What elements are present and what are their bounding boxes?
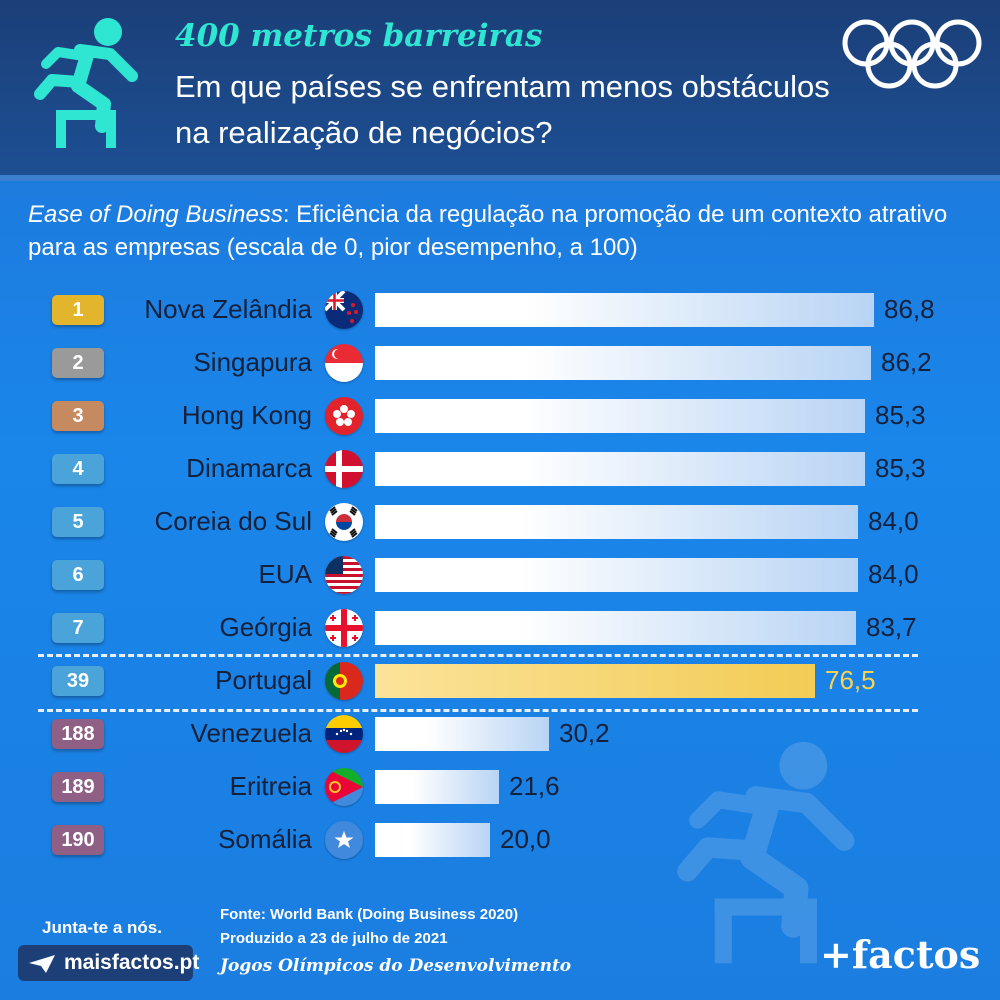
bar bbox=[375, 293, 874, 327]
value-label: 83,7 bbox=[866, 612, 917, 642]
rank-badge: 188 bbox=[52, 719, 104, 749]
value-label: 84,0 bbox=[868, 559, 919, 589]
bar bbox=[375, 558, 858, 592]
dashed-separator bbox=[38, 709, 918, 712]
value-label: 86,2 bbox=[881, 347, 932, 377]
bar-chart: 1 Nova Zelândia 86,8 2 Singapura 86,2 3 Hong Ko… bbox=[0, 290, 1000, 890]
portugal-flag-icon bbox=[325, 662, 363, 700]
value-label: 76,5 bbox=[825, 665, 876, 695]
site-link[interactable]: maisfactos.pt bbox=[18, 945, 199, 981]
kicker: 400 metros barreiras bbox=[175, 18, 543, 54]
hong-kong-flag-icon bbox=[325, 397, 363, 435]
country-label: Somália bbox=[218, 824, 312, 854]
olympic-rings-icon bbox=[842, 19, 982, 89]
rank-badge: 190 bbox=[52, 825, 104, 855]
georgia-flag-icon bbox=[325, 609, 363, 647]
country-label: Hong Kong bbox=[181, 400, 312, 430]
dashed-separator bbox=[38, 654, 918, 657]
produced-note: Produzido a 23 de julho de 2021 bbox=[220, 930, 448, 947]
rank-badge: 2 bbox=[52, 348, 104, 378]
bar bbox=[375, 399, 865, 433]
rank-badge: 3 bbox=[52, 401, 104, 431]
denmark-flag-icon bbox=[325, 450, 363, 488]
country-label: Coreia do Sul bbox=[154, 506, 312, 536]
brand-logo: +factos bbox=[820, 932, 981, 977]
rank-badge: 4 bbox=[52, 454, 104, 484]
value-label: 86,8 bbox=[884, 294, 935, 324]
bar bbox=[375, 717, 549, 751]
country-label: EUA bbox=[258, 559, 312, 589]
value-label: 85,3 bbox=[875, 400, 926, 430]
country-label: Venezuela bbox=[190, 718, 312, 748]
country-label: Portugal bbox=[215, 665, 312, 695]
country-label: Dinamarca bbox=[186, 453, 312, 483]
value-label: 21,6 bbox=[509, 771, 560, 801]
venezuela-flag-icon bbox=[325, 715, 363, 753]
join-text: Junta-te a nós. bbox=[42, 918, 162, 937]
value-label: 30,2 bbox=[559, 718, 610, 748]
series-title: Jogos Olímpicos do Desenvolvimento bbox=[220, 956, 572, 976]
somalia-flag-icon bbox=[325, 821, 363, 859]
chart-subtitle: Ease of Doing Business: Eficiência da re… bbox=[28, 198, 988, 264]
bar bbox=[375, 611, 856, 645]
source-note: Fonte: World Bank (Doing Business 2020) bbox=[220, 906, 519, 923]
rank-badge: 1 bbox=[52, 295, 104, 325]
bar bbox=[375, 664, 815, 698]
value-label: 20,0 bbox=[500, 824, 551, 854]
bar bbox=[375, 770, 499, 804]
bar bbox=[375, 823, 490, 857]
header-banner: 400 metros barreiras Em que países se en… bbox=[0, 0, 1000, 181]
value-label: 84,0 bbox=[868, 506, 919, 536]
south-korea-flag-icon bbox=[325, 503, 363, 541]
rank-badge: 6 bbox=[52, 560, 104, 590]
country-label: Singapura bbox=[193, 347, 312, 377]
index-name: Ease of Doing Business bbox=[28, 201, 283, 228]
rank-badge: 5 bbox=[52, 507, 104, 537]
hurdler-watermark-icon bbox=[677, 741, 855, 964]
country-label: Eritreia bbox=[229, 771, 312, 801]
hurdler-icon bbox=[34, 18, 138, 148]
usa-flag-icon bbox=[325, 556, 363, 594]
new-zealand-flag-icon bbox=[325, 291, 363, 329]
bar bbox=[375, 452, 865, 486]
value-label: 85,3 bbox=[875, 453, 926, 483]
country-label: Geórgia bbox=[219, 612, 313, 642]
site-url: maisfactos.pt bbox=[64, 951, 200, 974]
eritrea-flag-icon bbox=[325, 768, 363, 806]
bar bbox=[375, 505, 858, 539]
index-description: : Eficiência da regulação na promoção de… bbox=[28, 201, 948, 261]
singapore-flag-icon bbox=[325, 344, 363, 382]
rank-badge: 7 bbox=[52, 613, 104, 643]
rank-badge: 189 bbox=[52, 772, 104, 802]
bar bbox=[375, 346, 871, 380]
paper-plane-icon bbox=[29, 955, 55, 973]
rank-badge: 39 bbox=[52, 666, 104, 696]
country-label: Nova Zelândia bbox=[144, 294, 312, 324]
page-title: Em que países se enfrentam menos obstácu… bbox=[175, 69, 830, 150]
